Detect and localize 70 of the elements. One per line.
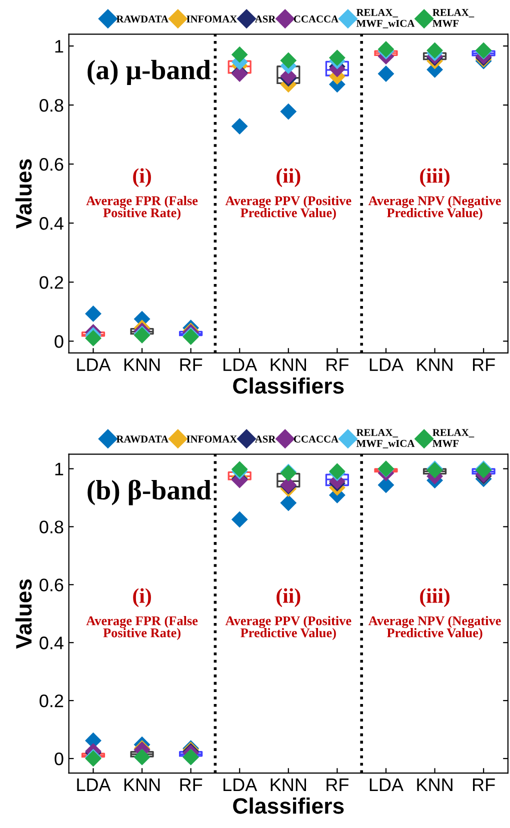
point	[231, 118, 248, 135]
x-tick-label: LDA	[370, 358, 404, 371]
x-tick-label: RF	[473, 778, 495, 791]
y-tick-label: 0.6	[40, 578, 64, 592]
legend-label: RELAX_ MWF_wICA	[356, 429, 415, 448]
legend-label: ASR	[254, 436, 276, 443]
x-tick-label: RF	[326, 358, 349, 371]
point	[280, 52, 297, 69]
x-axis-title: Classifiers	[233, 797, 344, 814]
annotation: Average PPV (Positive Predictive Value)	[225, 196, 352, 220]
legend-label: RELAX_ MWF	[432, 429, 474, 447]
point	[328, 50, 346, 66]
y-tick-label: 0.6	[40, 158, 64, 171]
annotation: Average NPV (Negative Predictive Value)	[368, 616, 501, 640]
annotation: (i)	[133, 588, 151, 608]
y-tick-label: 0.8	[40, 98, 64, 112]
x-axis-title: Classifiers	[233, 377, 344, 394]
legend-label: CCACCA	[294, 16, 338, 23]
x-tick-label: KNN	[417, 778, 452, 791]
annotation: (iii)	[420, 588, 450, 608]
y-tick-label: 1	[55, 40, 64, 53]
y-tick-label: 0	[54, 752, 64, 766]
point	[280, 103, 297, 120]
y-tick-label: 0.2	[40, 276, 64, 289]
y-tick-label: 0	[54, 335, 64, 348]
y-tick-label: 0.2	[40, 694, 64, 708]
point	[85, 306, 102, 322]
annotation: Average PPV (Positive Predictive Value)	[225, 616, 352, 640]
x-tick-label: RF	[326, 778, 349, 791]
annotation: (iii)	[420, 168, 450, 188]
point	[378, 66, 394, 82]
y-axis-title: Values	[15, 159, 32, 229]
x-tick-label: RF	[180, 358, 202, 371]
x-tick-label: RF	[473, 358, 495, 371]
legend-label: RELAX_ MWF	[432, 9, 474, 27]
legend-label: INFOMAX	[186, 436, 238, 443]
legend-label: RAWDATA	[116, 16, 168, 23]
x-tick-label: LDA	[370, 778, 404, 791]
point	[231, 511, 248, 528]
annotation: (i)	[133, 168, 151, 188]
annotation: (b) β-band	[88, 480, 212, 506]
y-tick-label: 0.8	[40, 520, 64, 534]
annotation: (a) μ-band	[88, 60, 211, 86]
annotation: Average FPR (False Positive Rate)	[86, 616, 198, 640]
y-axis-title: Values	[15, 579, 32, 649]
legend-label: RAWDATA	[116, 436, 168, 443]
annotation: Average NPV (Negative Predictive Value)	[368, 196, 501, 220]
y-tick-label: 1	[55, 462, 64, 476]
x-tick-label: KNN	[270, 778, 306, 791]
point	[85, 330, 102, 346]
x-tick-label: LDA	[224, 778, 258, 791]
x-tick-label: RF	[180, 778, 202, 791]
x-tick-label: LDA	[77, 778, 111, 791]
x-tick-label: KNN	[124, 778, 160, 791]
x-tick-label: LDA	[224, 358, 258, 371]
y-tick-label: 0.4	[40, 217, 64, 230]
legend-label: RELAX_ MWF_wICA	[356, 9, 415, 28]
annotation: Average FPR (False Positive Rate)	[86, 196, 198, 220]
annotation: (ii)	[276, 168, 300, 188]
legend-label: INFOMAX	[186, 16, 238, 23]
legend-label: ASR	[254, 16, 276, 23]
y-tick-label: 0.4	[40, 636, 64, 650]
annotation: (ii)	[276, 588, 300, 608]
legend-label: CCACCA	[294, 436, 338, 443]
x-tick-label: LDA	[77, 358, 111, 371]
point	[231, 46, 248, 63]
x-tick-label: KNN	[124, 358, 160, 371]
x-tick-label: KNN	[417, 358, 452, 371]
point	[280, 494, 297, 512]
x-tick-label: KNN	[270, 358, 306, 371]
